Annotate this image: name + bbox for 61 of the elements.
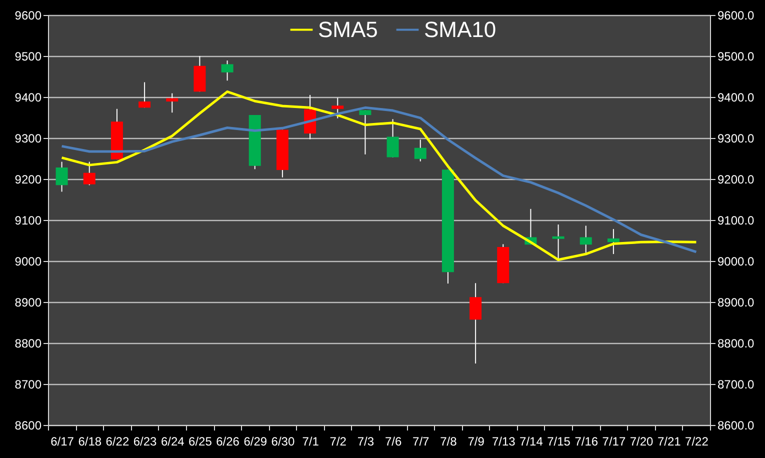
y-tick-label: 8800: [14, 336, 42, 350]
x-tick-label: 6/29: [244, 434, 268, 448]
y2-tick-label: 9600.0: [718, 8, 755, 22]
x-tick-label: 6/25: [188, 434, 212, 448]
y2-tick-label: 9000.0: [718, 254, 755, 268]
y-tick-label: 8600: [14, 418, 42, 432]
candlestick: [221, 60, 234, 82]
y-tick-label: 8900: [14, 296, 42, 310]
x-tick-label: 7/7: [412, 434, 430, 448]
x-tick-label: 7/8: [440, 434, 458, 448]
y2-tick-label: 9400.0: [718, 90, 755, 104]
y2-tick-label: 8800.0: [718, 336, 755, 350]
candlestick: [607, 228, 620, 255]
candlestick: [580, 225, 592, 254]
candlestick: [552, 224, 564, 260]
x-tick-label: 7/1: [302, 434, 320, 448]
x-tick-label: 7/9: [468, 434, 485, 448]
candlestick: [359, 110, 372, 155]
legend-label: SMA10: [424, 16, 496, 42]
x-tick-label: 7/6: [384, 434, 402, 448]
x-tick-label: 6/22: [106, 434, 130, 448]
candlestick: [332, 97, 344, 119]
y2-tick-label: 9300.0: [718, 132, 755, 146]
x-tick-label: 7/2: [330, 434, 347, 448]
x-tick-label: 7/22: [685, 434, 709, 448]
candlestick: [56, 161, 68, 192]
x-tick-label: 7/13: [492, 434, 516, 448]
y2-tick-label: 9100.0: [718, 214, 755, 228]
y2-tick-label: 8900.0: [718, 296, 755, 310]
y-tick-label: 9400: [14, 90, 42, 104]
y-tick-label: 9100: [14, 214, 42, 228]
x-tick-label: 6/30: [271, 434, 295, 448]
x-tick-label: 7/20: [630, 434, 654, 448]
x-tick-label: 7/3: [357, 434, 374, 448]
x-tick-label: 6/26: [216, 434, 240, 448]
y-tick-label: 9200: [14, 172, 42, 186]
y-tick-label: 9600: [14, 8, 42, 22]
y-tick-label: 9500: [14, 50, 42, 64]
candlestick: [470, 282, 482, 364]
x-tick-label: 7/16: [574, 434, 598, 448]
y2-tick-label: 9500.0: [718, 50, 755, 64]
x-tick-label: 7/14: [520, 434, 544, 448]
y-tick-label: 9000: [14, 254, 42, 268]
x-tick-label: 6/24: [160, 434, 185, 448]
x-tick-label: 6/23: [133, 434, 158, 448]
candlestick: [138, 82, 151, 108]
x-tick-label: 6/18: [78, 434, 102, 448]
legend-label: SMA5: [318, 16, 378, 42]
x-tick-label: 6/17: [50, 434, 74, 448]
y2-tick-label: 8600.0: [718, 418, 755, 432]
candlestick: [166, 92, 178, 114]
y-tick-label: 9300: [14, 132, 42, 146]
candlestick: [386, 118, 399, 158]
y-tick-label: 8700: [14, 378, 42, 392]
y2-tick-label: 8700.0: [718, 378, 755, 392]
candlestick: [414, 139, 426, 162]
x-tick-label: 7/21: [657, 434, 682, 448]
candlestick: [83, 161, 96, 186]
x-tick-label: 7/17: [602, 434, 626, 448]
y2-tick-label: 9200.0: [718, 172, 755, 186]
x-tick-label: 7/15: [547, 434, 571, 448]
